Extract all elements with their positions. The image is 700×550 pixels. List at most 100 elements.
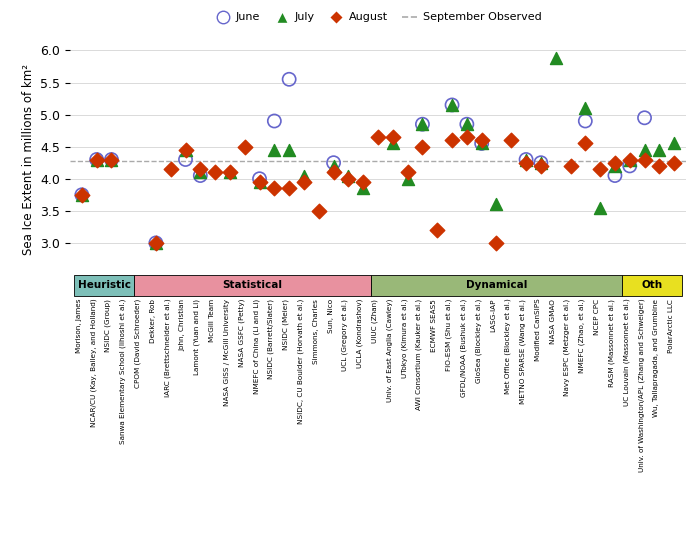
Point [491, 200, 502, 209]
Point [106, 155, 117, 164]
Text: NCEP CPC: NCEP CPC [594, 299, 600, 335]
Point [195, 165, 206, 174]
Text: RASM (Massonnet et al.): RASM (Massonnet et al.) [608, 299, 615, 387]
Point [91, 155, 102, 164]
Point [106, 155, 117, 164]
Point [624, 162, 636, 170]
Point [387, 133, 398, 141]
Point [476, 136, 487, 145]
Text: NASA GMAO: NASA GMAO [550, 299, 556, 344]
Text: METNO SPARSE (Wang et al.): METNO SPARSE (Wang et al.) [519, 299, 526, 404]
Point [269, 117, 280, 125]
Point [298, 178, 309, 186]
Point [195, 171, 206, 180]
Point [416, 120, 428, 129]
Text: NMEFC (Zhao, et al.): NMEFC (Zhao, et al.) [579, 299, 585, 373]
Legend: June, July, August, September Observed: June, July, August, September Observed [210, 8, 546, 27]
Point [284, 145, 295, 154]
Point [180, 155, 191, 164]
Point [416, 142, 428, 151]
Point [668, 139, 680, 148]
Text: NSIDC, CU Boulder (Horvath et al.): NSIDC, CU Boulder (Horvath et al.) [298, 299, 304, 424]
Point [550, 54, 561, 63]
Point [387, 139, 398, 148]
Text: ECMWF SEAS5: ECMWF SEAS5 [431, 299, 438, 351]
Text: Simmons, Charles: Simmons, Charles [313, 299, 319, 364]
Point [536, 162, 547, 170]
Point [343, 171, 354, 180]
Point [224, 168, 235, 177]
Point [269, 184, 280, 193]
Text: Navy ESPC (Metzger et al.): Navy ESPC (Metzger et al.) [564, 299, 570, 396]
Point [76, 190, 88, 199]
Point [594, 165, 606, 174]
Text: Statistical: Statistical [222, 280, 282, 290]
Point [328, 168, 339, 177]
Text: PolarArctic LLC: PolarArctic LLC [668, 299, 674, 353]
Point [150, 239, 162, 248]
Point [150, 239, 162, 248]
Text: Wu, Tallapragada, and Grumbine: Wu, Tallapragada, and Grumbine [653, 299, 659, 417]
Text: NASA GISS / McGill University: NASA GISS / McGill University [224, 299, 230, 406]
Text: John, Christian: John, Christian [179, 299, 186, 351]
Point [536, 158, 547, 167]
Text: Univ. of Washington/APL (Zhang and Schweiger): Univ. of Washington/APL (Zhang and Schwe… [638, 299, 645, 472]
Point [447, 101, 458, 109]
Point [269, 145, 280, 154]
Text: GloSea (Blockley et al.): GloSea (Blockley et al.) [475, 299, 482, 383]
Text: UTokyo (Kimura et al.): UTokyo (Kimura et al.) [401, 299, 407, 378]
Text: UCL (Gregory et al.): UCL (Gregory et al.) [342, 299, 349, 371]
Point [639, 145, 650, 154]
Point [402, 168, 413, 177]
Point [195, 168, 206, 177]
Point [150, 239, 162, 248]
Point [609, 158, 620, 167]
Point [609, 171, 620, 180]
Point [165, 165, 176, 174]
Point [536, 158, 547, 167]
Text: Dynamical: Dynamical [466, 280, 527, 290]
Point [180, 145, 191, 154]
Point [254, 174, 265, 183]
Point [461, 120, 472, 129]
Text: NSIDC (Barrett/Slater): NSIDC (Barrett/Slater) [268, 299, 274, 378]
Text: Lamont (Yuan and Li): Lamont (Yuan and Li) [194, 299, 200, 375]
Text: NSIDC (Meier): NSIDC (Meier) [283, 299, 289, 350]
Point [654, 162, 665, 170]
Point [491, 239, 502, 248]
Point [402, 174, 413, 183]
Text: CPOM (David Schroeder): CPOM (David Schroeder) [134, 299, 141, 388]
Point [447, 136, 458, 145]
Point [476, 139, 487, 148]
Point [521, 155, 532, 164]
Point [521, 158, 532, 167]
Point [76, 190, 88, 199]
Text: Dekker, Rob: Dekker, Rob [150, 299, 156, 343]
Point [284, 184, 295, 193]
Text: NCAR/CU (Kay, Bailey, and Holland): NCAR/CU (Kay, Bailey, and Holland) [90, 299, 97, 427]
Point [343, 174, 354, 183]
Point [254, 178, 265, 186]
Point [328, 158, 339, 167]
Point [298, 171, 309, 180]
Point [313, 206, 324, 215]
Text: NSIDC (Group): NSIDC (Group) [105, 299, 111, 351]
Text: Met Office (Blockley et al.): Met Office (Blockley et al.) [505, 299, 511, 394]
Text: LASG-IAP: LASG-IAP [491, 299, 496, 332]
Point [416, 120, 428, 129]
Point [358, 184, 369, 193]
Point [209, 168, 220, 177]
Point [106, 155, 117, 164]
Point [372, 133, 384, 141]
Point [432, 226, 443, 234]
Point [447, 101, 458, 109]
Point [580, 139, 591, 148]
Text: Univ. of East Anglia (Cawley): Univ. of East Anglia (Cawley) [386, 299, 393, 402]
Point [624, 155, 636, 164]
Point [91, 155, 102, 164]
Point [180, 145, 191, 154]
Point [476, 139, 487, 148]
Text: FIO-ESM (Shu et al.): FIO-ESM (Shu et al.) [445, 299, 452, 371]
Point [91, 155, 102, 164]
Text: IARC (Brettschneider et al.): IARC (Brettschneider et al.) [164, 299, 171, 397]
